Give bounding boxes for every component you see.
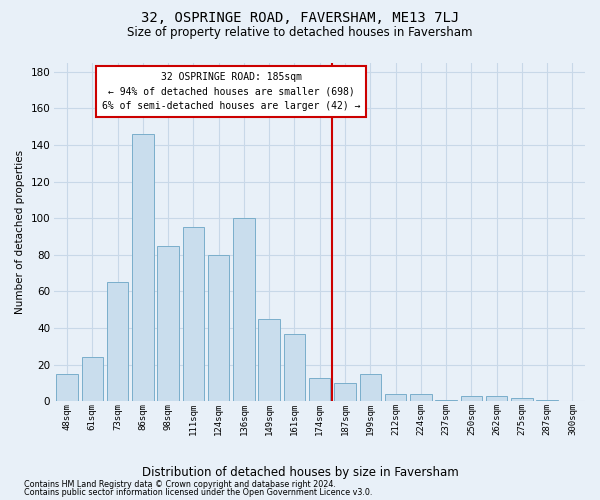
Text: Distribution of detached houses by size in Faversham: Distribution of detached houses by size … [142, 466, 458, 479]
Bar [309, 378, 331, 402]
Bar [82, 358, 103, 402]
Bar [410, 394, 431, 402]
Bar [132, 134, 154, 402]
Bar [359, 374, 381, 402]
Text: 32 OSPRINGE ROAD: 185sqm
← 94% of detached houses are smaller (698)
6% of semi-d: 32 OSPRINGE ROAD: 185sqm ← 94% of detach… [102, 72, 361, 112]
Bar [461, 396, 482, 402]
Y-axis label: Number of detached properties: Number of detached properties [15, 150, 25, 314]
Bar [334, 383, 356, 402]
Bar [208, 255, 229, 402]
Text: 32, OSPRINGE ROAD, FAVERSHAM, ME13 7LJ: 32, OSPRINGE ROAD, FAVERSHAM, ME13 7LJ [141, 11, 459, 25]
Bar [536, 400, 558, 402]
Bar [157, 246, 179, 402]
Bar [56, 374, 78, 402]
Text: Contains public sector information licensed under the Open Government Licence v3: Contains public sector information licen… [24, 488, 373, 497]
Text: Size of property relative to detached houses in Faversham: Size of property relative to detached ho… [127, 26, 473, 39]
Bar [107, 282, 128, 402]
Text: Contains HM Land Registry data © Crown copyright and database right 2024.: Contains HM Land Registry data © Crown c… [24, 480, 336, 489]
Bar [436, 400, 457, 402]
Bar [182, 228, 204, 402]
Bar [511, 398, 533, 402]
Bar [385, 394, 406, 402]
Bar [259, 319, 280, 402]
Bar [486, 396, 508, 402]
Bar [233, 218, 254, 402]
Bar [284, 334, 305, 402]
